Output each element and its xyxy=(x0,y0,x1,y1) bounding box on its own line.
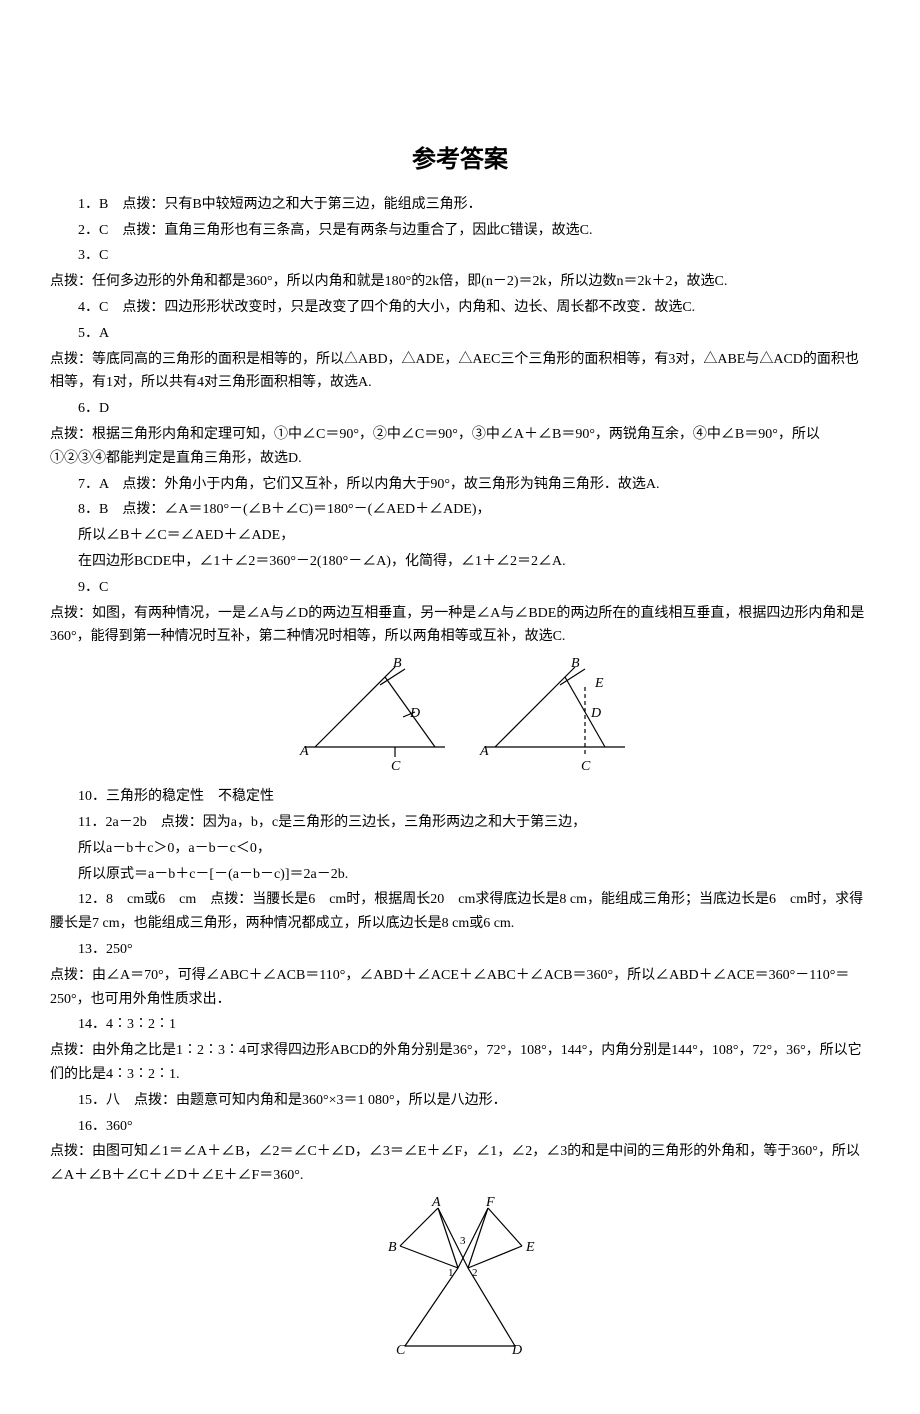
answer-8-line3: 在四边形BCDE中，∠1＋∠2＝360°－2(180°－∠A)，化简得，∠1＋∠… xyxy=(50,550,870,574)
answer-8-line1: 8．B 点拨：∠A＝180°－(∠B＋∠C)＝180°－(∠AED＋∠ADE)， xyxy=(50,498,870,522)
answer-3-hint: 点拨：任何多边形的外角和都是360°，所以内角和就是180°的2k倍，即(n－2… xyxy=(50,270,870,294)
label-3: 3 xyxy=(460,1235,466,1247)
answer-13-hint: 点拨：由∠A＝70°，可得∠ABC＋∠ACB＝110°，∠ABD＋∠ACE＋∠A… xyxy=(50,964,870,1012)
answer-4: 4．C 点拨：四边形形状改变时，只是改变了四个角的大小，内角和、边长、周长都不改… xyxy=(50,296,870,320)
answer-16-choice: 16．360° xyxy=(50,1115,870,1139)
label-D1: D xyxy=(409,706,420,721)
label-F: F xyxy=(485,1196,495,1210)
label-2: 2 xyxy=(472,1267,478,1279)
answer-6-hint: 点拨：根据三角形内角和定理可知，①中∠C＝90°，②中∠C＝90°，③中∠A＋∠… xyxy=(50,423,870,471)
answer-14-choice: 14．4∶3∶2∶1 xyxy=(50,1013,870,1037)
label-D2: D xyxy=(590,706,601,721)
label-C: C xyxy=(396,1343,406,1356)
answer-11-line2: 所以a－b＋c＞0，a－b－c＜0， xyxy=(50,837,870,861)
answer-1: 1．B 点拨：只有B中较短两边之和大于第三边，能组成三角形． xyxy=(50,193,870,217)
page-title: 参考答案 xyxy=(50,140,870,181)
label-A2: A xyxy=(479,744,489,759)
answer-11-line1: 11．2a－2b 点拨：因为a，b，c是三角形的三边长，三角形两边之和大于第三边… xyxy=(50,811,870,835)
answer-5-hint: 点拨：等底同高的三角形的面积是相等的，所以△ABD，△ADE，△AEC三个三角形… xyxy=(50,348,870,396)
answer-10: 10．三角形的稳定性 不稳定性 xyxy=(50,785,870,809)
label-B1: B xyxy=(393,657,402,671)
answer-15: 15．八 点拨：由题意可知内角和是360°×3＝1 080°，所以是八边形． xyxy=(50,1089,870,1113)
label-E: E xyxy=(525,1240,535,1255)
answer-14-hint: 点拨：由外角之比是1∶2∶3∶4可求得四边形ABCD的外角分别是36°，72°，… xyxy=(50,1039,870,1087)
diagram-q16: A B C D E F 1 2 3 xyxy=(50,1196,870,1356)
label-A: A xyxy=(431,1196,441,1210)
answer-9-choice: 9．C xyxy=(50,576,870,600)
label-1: 1 xyxy=(448,1267,454,1279)
answer-11-line3: 所以原式＝a－b＋c－[－(a－b－c)]＝2a－2b. xyxy=(50,863,870,887)
label-C2: C xyxy=(581,759,591,774)
answer-9-hint: 点拨：如图，有两种情况，一是∠A与∠D的两边互相垂直，另一种是∠A与∠BDE的两… xyxy=(50,602,870,650)
answer-8-line2: 所以∠B＋∠C＝∠AED＋∠ADE， xyxy=(50,524,870,548)
diagram-q9: A B C D A B C D E xyxy=(50,657,870,777)
label-A1: A xyxy=(299,744,309,759)
answer-2: 2．C 点拨：直角三角形也有三条高，只是有两条与边重合了，因此C错误，故选C. xyxy=(50,219,870,243)
label-E2: E xyxy=(594,676,604,691)
answer-5-choice: 5．A xyxy=(50,322,870,346)
label-B: B xyxy=(388,1240,397,1255)
answer-3-choice: 3．C xyxy=(50,244,870,268)
label-B2: B xyxy=(571,657,580,671)
answer-7: 7．A 点拨：外角小于内角，它们又互补，所以内角大于90°，故三角形为钝角三角形… xyxy=(50,473,870,497)
answer-13-choice: 13．250° xyxy=(50,938,870,962)
answer-12: 12．8 cm或6 cm 点拨：当腰长是6 cm时，根据周长20 cm求得底边长… xyxy=(50,888,870,936)
answer-6-choice: 6．D xyxy=(50,397,870,421)
label-D: D xyxy=(511,1343,522,1356)
label-C1: C xyxy=(391,759,401,774)
answer-16-hint: 点拨：由图可知∠1＝∠A＋∠B，∠2＝∠C＋∠D，∠3＝∠E＋∠F，∠1，∠2，… xyxy=(50,1140,870,1188)
